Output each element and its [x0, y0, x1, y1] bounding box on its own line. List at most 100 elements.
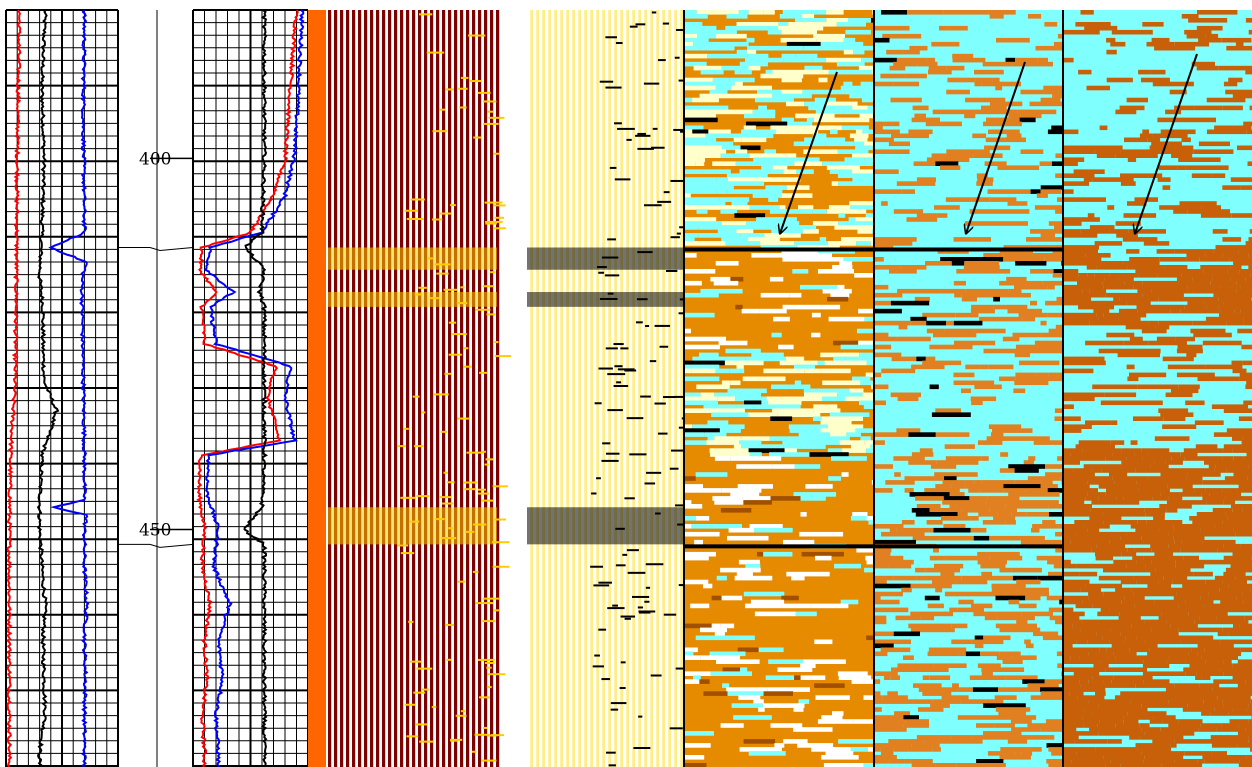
track-4-speck — [651, 146, 665, 149]
track-3-stripe — [358, 10, 362, 767]
track-5-cell — [764, 149, 776, 154]
track-7-cell — [1154, 460, 1166, 465]
track-7-cell — [1146, 41, 1175, 47]
track-3-speck — [494, 341, 499, 344]
track-7-cell — [1105, 292, 1129, 298]
track-7-cell — [1143, 759, 1175, 764]
track-7-cell — [1117, 496, 1124, 501]
track-7-cell — [1091, 456, 1106, 461]
track-7-cell — [1103, 679, 1112, 684]
track-5-cell — [684, 221, 722, 226]
track-7-cell — [1237, 328, 1252, 334]
track-6-cell — [897, 695, 908, 700]
track-7-cell — [1223, 500, 1236, 505]
depth-marker — [118, 246, 194, 251]
track-7-cell — [1196, 512, 1226, 517]
track-7-cell — [1063, 492, 1088, 497]
track-5-cell — [794, 241, 828, 246]
track-7-cell — [1219, 587, 1251, 593]
track-6-cell — [1054, 416, 1063, 421]
track-5-cell — [747, 45, 779, 51]
track-5-cell — [684, 137, 717, 143]
track-7-cell — [1214, 707, 1223, 712]
track-5-cell — [781, 89, 803, 95]
track-6-cell — [1045, 472, 1063, 477]
track-6-cell — [1040, 727, 1063, 732]
track-7-cell — [1203, 543, 1224, 549]
track-6-cell — [1014, 480, 1053, 485]
track-5-cell — [730, 276, 744, 282]
track-6-cell — [1044, 376, 1063, 382]
track-3-speck — [477, 488, 486, 491]
track-5-cell — [825, 10, 844, 15]
track-6-cell — [1003, 253, 1033, 258]
track-5-cell — [801, 14, 815, 19]
track-6-cell — [1058, 89, 1063, 95]
track-7-cell — [1227, 269, 1240, 274]
track-7-cell — [1217, 631, 1229, 637]
track-6-cell — [1016, 535, 1032, 541]
track-5-cell — [850, 444, 871, 449]
track-7-cell — [1121, 727, 1142, 732]
track-4-speck — [592, 665, 604, 668]
track-7-cell — [1170, 623, 1198, 629]
track-7-cell — [1209, 739, 1249, 744]
track-6-cell — [999, 280, 1043, 286]
track-6-cell — [874, 284, 889, 290]
track-5-cell — [796, 169, 814, 174]
track-5-cell — [769, 456, 782, 461]
track-6-cell — [933, 663, 967, 668]
track-6-cell — [1048, 763, 1063, 767]
track-3-speck — [413, 445, 424, 448]
track-7-cell — [1173, 209, 1188, 214]
track-3-speck — [444, 372, 452, 375]
track-7-cell — [1135, 269, 1163, 274]
track-7-cell — [1197, 759, 1205, 764]
track-7-cell — [1063, 627, 1081, 633]
track-6-cell — [946, 65, 965, 71]
track-6-cell — [985, 500, 1008, 505]
track-7-cell — [1149, 284, 1188, 290]
track-7-cell — [1144, 508, 1167, 513]
track-5-cell — [699, 45, 735, 51]
track-7-cell — [1063, 683, 1081, 688]
track-6-cell — [963, 763, 1006, 767]
track-6-cell — [958, 651, 966, 657]
track-7-cell — [1063, 659, 1101, 664]
track-5-cell — [715, 85, 731, 91]
track-7-cell — [1248, 253, 1252, 258]
track-5-cell — [746, 37, 755, 43]
track-5-cell — [854, 137, 868, 143]
track-3-speck — [473, 136, 482, 139]
track-5-cell — [733, 444, 742, 449]
track-6-cell — [902, 49, 920, 55]
track-6-cell — [927, 603, 944, 609]
track-5-cell — [789, 384, 811, 390]
track-5-cell — [860, 109, 874, 115]
track-4-speck — [605, 751, 616, 754]
track-5-cell — [703, 691, 728, 696]
track-3-speck — [471, 750, 477, 753]
track-7-cell — [1163, 575, 1188, 581]
track-5-cell — [815, 695, 850, 700]
track-5-cell — [826, 165, 860, 170]
track-6-cell — [874, 169, 899, 174]
track-5-cell — [800, 496, 826, 501]
track-4-speck — [674, 395, 688, 398]
track-7-cell — [1133, 284, 1150, 290]
track-7-cell — [1233, 261, 1252, 266]
track-6-cell — [934, 563, 964, 569]
track-5-cell — [684, 241, 726, 246]
track-5-cell — [783, 169, 796, 174]
track-4-speck — [612, 604, 619, 607]
track-7-cell — [1123, 715, 1154, 720]
track-7-cell — [1228, 631, 1252, 637]
track-5-cell — [852, 153, 873, 158]
track-6-cell — [936, 460, 979, 465]
track-7-cell — [1151, 631, 1179, 637]
track-5-cell — [828, 316, 865, 322]
track-4-speck — [645, 325, 650, 328]
track-5-cell — [731, 85, 772, 91]
track-5-cell — [714, 225, 754, 230]
track-5-cell — [754, 611, 796, 617]
